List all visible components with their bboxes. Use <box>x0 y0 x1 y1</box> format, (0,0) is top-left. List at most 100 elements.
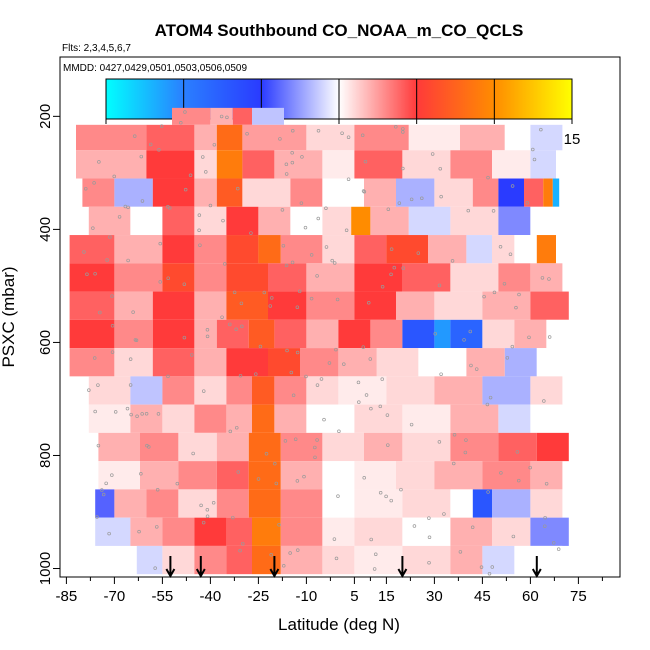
sample-point <box>93 271 97 276</box>
heatmap-cell <box>402 517 451 546</box>
sample-point <box>240 541 245 546</box>
sample-point <box>100 488 104 492</box>
heatmap-cell <box>322 545 355 575</box>
heatmap-cell <box>514 235 537 264</box>
sample-point <box>129 412 133 417</box>
sample-point <box>155 488 160 492</box>
heatmap-cell <box>396 461 435 490</box>
heatmap-cell <box>194 206 227 236</box>
heatmap-cell <box>434 319 451 349</box>
sample-point <box>145 443 149 448</box>
sample-point <box>302 474 306 479</box>
heatmap-cell <box>466 348 505 377</box>
heatmap-cell <box>114 178 153 207</box>
heatmap-cell <box>172 107 211 125</box>
heatmap-cell <box>530 461 563 490</box>
sample-point <box>438 166 443 171</box>
heatmap-cell <box>136 545 163 575</box>
heatmap-cell <box>252 517 281 546</box>
sample-point <box>540 276 545 280</box>
heatmap-cell <box>248 319 275 349</box>
sample-point <box>327 361 332 365</box>
heatmap-cell <box>88 404 131 433</box>
sample-point <box>234 327 238 332</box>
heatmap-cell <box>76 150 147 179</box>
sample-point <box>510 184 515 188</box>
heatmap-cell <box>280 461 323 490</box>
heatmap-cell <box>88 376 131 405</box>
heatmap-cell <box>396 178 435 207</box>
sample-point <box>110 350 115 354</box>
heatmap-cell <box>546 319 569 349</box>
sample-point <box>107 531 111 536</box>
sample-point <box>85 272 89 277</box>
heatmap-cell <box>482 545 515 575</box>
sample-point <box>199 503 203 508</box>
sample-point <box>389 247 394 251</box>
heatmap-cell <box>482 319 515 349</box>
sample-point <box>84 186 88 191</box>
sample-point <box>508 252 513 256</box>
heatmap-cell <box>354 291 396 320</box>
sample-point <box>335 297 340 302</box>
colorbar-tick-label: 15 <box>564 131 581 148</box>
heatmap-cell <box>322 206 352 236</box>
heatmap-cell <box>402 263 451 292</box>
sample-point <box>515 450 520 454</box>
sample-point <box>238 373 243 378</box>
sample-point <box>439 194 443 199</box>
heatmap-cell <box>338 348 377 377</box>
sample-point <box>166 276 170 280</box>
sample-point <box>364 393 369 397</box>
heatmap-cell <box>322 432 364 462</box>
heatmap-cell <box>370 206 409 236</box>
heatmap-cell <box>418 348 467 377</box>
heatmap-cell <box>524 178 544 207</box>
heatmap-cell <box>306 404 355 433</box>
heatmap-cell <box>354 263 403 292</box>
heatmap-cell <box>466 235 492 264</box>
sample-point <box>137 529 141 534</box>
heatmap-cell <box>498 178 524 207</box>
heatmap-cell <box>88 206 131 236</box>
sample-point <box>290 160 295 165</box>
heatmap-cell <box>194 150 217 179</box>
sample-point <box>451 461 456 466</box>
sample-point <box>363 159 368 164</box>
sample-point <box>256 477 261 481</box>
sample-point <box>101 492 106 497</box>
sample-point <box>362 476 366 480</box>
heatmap-cell <box>146 150 195 179</box>
heatmap-cell <box>338 376 387 405</box>
sample-point <box>543 524 547 528</box>
heatmap-cell <box>69 319 115 349</box>
sample-point <box>95 515 99 519</box>
heatmap-cell <box>354 489 403 518</box>
heatmap-cell <box>162 404 195 433</box>
heatmap-cell <box>536 348 563 377</box>
heatmap-cell <box>434 178 473 207</box>
sample-point <box>264 452 269 456</box>
y-tick-label: 600 <box>37 330 54 355</box>
sample-point <box>368 357 373 361</box>
flights-note: Flts: 2,3,4,5,6,7 <box>62 43 131 54</box>
sample-point <box>412 524 417 528</box>
heatmap-cell <box>216 461 249 490</box>
sample-point <box>281 243 286 248</box>
heatmap-cell <box>364 432 403 462</box>
sample-point <box>378 404 383 409</box>
sample-point <box>166 205 170 209</box>
sample-point <box>389 498 393 503</box>
sample-point <box>198 243 202 247</box>
sample-point <box>450 259 455 263</box>
sample-point <box>319 377 324 381</box>
sample-point <box>200 155 205 159</box>
sample-point <box>98 310 102 315</box>
heatmap-cell <box>226 206 259 236</box>
heatmap-cell <box>402 489 451 518</box>
heatmap-cell <box>543 178 553 207</box>
heatmap-cell <box>306 319 339 349</box>
sample-point <box>409 422 414 427</box>
sample-point <box>183 187 188 192</box>
sample-point <box>131 310 135 314</box>
